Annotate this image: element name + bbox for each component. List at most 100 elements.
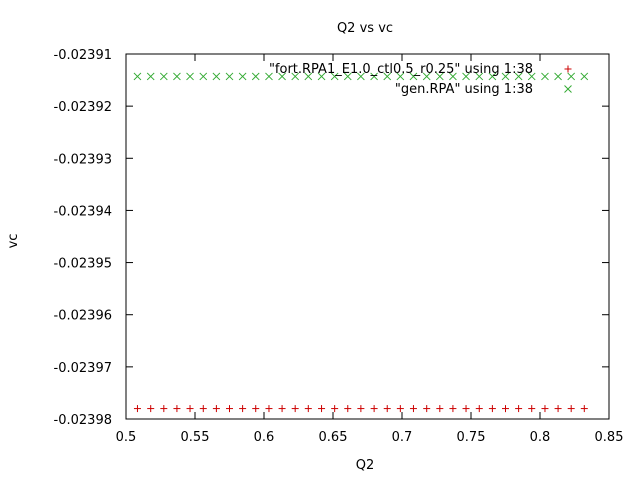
data-point-series-2 <box>212 72 221 81</box>
data-point-series-1 <box>265 405 273 413</box>
y-tick-label: -0.02398 <box>54 413 112 428</box>
data-point-series-2 <box>225 72 234 81</box>
data-point-series-1 <box>318 405 326 413</box>
legend-label-series-2: "gen.RPA" using 1:38 <box>395 82 533 97</box>
data-point-series-2 <box>501 72 510 81</box>
plot-frame <box>125 53 610 420</box>
x-tick-label: 0.7 <box>392 430 413 445</box>
data-point-series-2 <box>278 72 286 81</box>
y-tick-label: -0.02397 <box>54 361 112 376</box>
data-point-series-1 <box>580 405 588 413</box>
data-point-series-2 <box>199 72 208 81</box>
x-tick-label: 0.5 <box>116 430 137 445</box>
data-point-series-2 <box>396 72 405 81</box>
data-point-series-1 <box>488 405 496 413</box>
y-tick-label: -0.02395 <box>54 257 112 272</box>
x-tick-label: 0.8 <box>530 430 551 445</box>
data-point-series-2 <box>527 72 536 81</box>
data-point-series-2 <box>343 72 352 81</box>
data-point-series-1 <box>212 405 220 413</box>
data-point-series-2 <box>475 72 484 81</box>
data-point-series-1 <box>173 405 181 413</box>
data-point-series-2 <box>383 72 392 81</box>
data-point-series-2 <box>251 72 260 81</box>
data-point-series-1 <box>357 405 365 413</box>
data-point-series-2 <box>133 72 142 81</box>
data-point-series-2 <box>330 72 339 81</box>
data-point-series-2 <box>304 72 313 81</box>
x-axis-label: Q2 <box>356 458 375 473</box>
data-point-series-1 <box>528 405 536 413</box>
data-point-series-2 <box>146 72 155 81</box>
x-tick-label: 0.55 <box>181 430 210 445</box>
data-point-series-1 <box>409 405 417 413</box>
data-point-series-1 <box>133 405 141 413</box>
data-point-series-2 <box>409 72 418 81</box>
data-point-series-1 <box>541 405 549 413</box>
x-tick-label: 0.85 <box>595 430 624 445</box>
data-point-series-1 <box>554 405 562 413</box>
data-point-series-2 <box>173 72 181 81</box>
data-point-series-2 <box>238 72 247 81</box>
legend-marker-series-2 <box>564 85 572 93</box>
data-point-series-1 <box>160 405 168 413</box>
data-point-series-2 <box>541 72 549 81</box>
data-point-series-2 <box>357 72 365 81</box>
data-point-series-1 <box>502 405 509 413</box>
x-tick-label: 0.65 <box>319 430 348 445</box>
x-tick-label: 0.6 <box>254 430 275 445</box>
y-tick-label: -0.02394 <box>54 204 112 219</box>
x-tick-label: 0.75 <box>457 430 486 445</box>
data-point-series-2 <box>422 72 431 81</box>
data-point-series-1 <box>396 405 404 413</box>
data-point-series-2 <box>370 72 378 81</box>
data-point-series-1 <box>449 405 457 413</box>
data-point-series-2 <box>462 72 470 81</box>
data-point-series-1 <box>462 405 470 413</box>
data-point-series-2 <box>291 72 300 81</box>
data-point-series-1 <box>436 405 444 413</box>
data-point-series-1 <box>278 405 286 413</box>
data-point-series-1 <box>344 405 352 413</box>
data-point-series-2 <box>514 72 523 81</box>
legend-label-series-1: "fort.RPA1_E1.0_ctl0.5_r0.25" using 1:38 <box>269 62 533 77</box>
data-point-series-1 <box>147 405 155 413</box>
data-point-series-2 <box>488 72 497 81</box>
data-point-series-1 <box>226 405 233 413</box>
data-series <box>133 72 589 413</box>
data-point-series-1 <box>423 405 431 413</box>
legend-marker-series-1 <box>564 65 572 73</box>
data-point-series-1 <box>291 405 299 413</box>
y-tick-label: -0.02393 <box>54 152 112 167</box>
data-point-series-2 <box>554 72 562 81</box>
data-point-series-1 <box>370 405 378 413</box>
data-point-series-1 <box>304 405 312 413</box>
data-point-series-2 <box>435 72 444 81</box>
y-axis-label: vc <box>6 234 21 249</box>
data-point-series-1 <box>199 405 207 413</box>
y-tick-label: -0.02391 <box>54 48 112 63</box>
data-point-series-2 <box>449 72 457 81</box>
data-point-series-1 <box>475 405 483 413</box>
data-point-series-2 <box>186 72 194 81</box>
legend-marker-glyph <box>564 65 572 73</box>
data-point-series-2 <box>580 72 589 81</box>
y-tick-label: -0.02396 <box>54 309 112 324</box>
data-point-series-1 <box>331 405 339 413</box>
axis-ticks: 0.5 0.55 0.6 0.65 0.7 0.75 0.8 0.85 -0.02391 -0.0… <box>54 48 624 445</box>
legend: "fort.RPA1_E1.0_ctl0.5_r0.25" using 1:38… <box>269 62 572 97</box>
data-point-series-2 <box>265 72 273 81</box>
data-point-series-1 <box>186 405 194 413</box>
legend-marker-glyph <box>564 85 572 93</box>
data-point-series-2 <box>317 72 326 81</box>
data-point-series-2 <box>159 72 168 81</box>
data-point-series-1 <box>567 405 575 413</box>
chart-title: Q2 vs vc <box>337 21 393 36</box>
data-point-series-1 <box>383 405 391 413</box>
y-tick-label: -0.02392 <box>54 100 112 115</box>
data-point-series-1 <box>239 405 247 413</box>
data-point-series-1 <box>515 405 523 413</box>
data-point-series-2 <box>567 72 576 81</box>
data-point-series-1 <box>252 405 260 413</box>
